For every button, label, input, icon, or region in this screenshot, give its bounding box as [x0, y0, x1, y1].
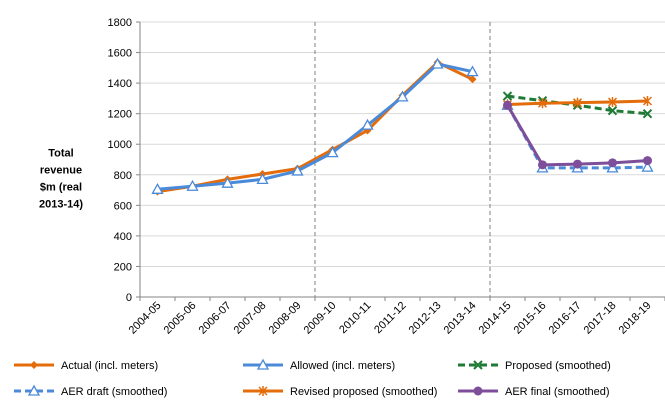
legend-marker — [258, 386, 268, 396]
data-point-marker — [361, 118, 374, 130]
series-line — [506, 104, 648, 167]
data-point-marker — [607, 97, 618, 108]
data-point-marker — [607, 105, 618, 116]
legend-item: Revised proposed (smoothed) — [243, 386, 437, 398]
data-point-marker — [641, 160, 654, 172]
legend-item: Actual (incl. meters) — [14, 360, 158, 372]
legend-item: AER final (smoothed) — [458, 386, 610, 398]
x-tick-label: 2015-16 — [512, 300, 549, 337]
data-point-marker — [643, 156, 652, 166]
data-point-marker — [431, 57, 444, 69]
x-tick-label: 2017-18 — [582, 300, 619, 337]
legend-label: Proposed (smoothed) — [505, 360, 611, 372]
y-axis-title-line: revenue — [40, 165, 82, 177]
legend-label: Actual (incl. meters) — [61, 360, 158, 372]
data-point-marker — [606, 161, 619, 173]
y-tick-label: 1800 — [108, 17, 132, 29]
y-axis-title-line: Total — [48, 148, 73, 160]
y-tick-label: 1000 — [108, 139, 132, 151]
y-tick-label: 0 — [126, 292, 132, 304]
x-tick-label: 2014-15 — [477, 300, 514, 337]
series-1 — [151, 57, 479, 194]
data-point-marker — [221, 176, 234, 188]
x-tick-label: 2012-13 — [407, 300, 444, 337]
legend-marker — [30, 361, 38, 369]
gridlines — [140, 21, 665, 267]
series-5 — [503, 100, 652, 170]
data-point-marker — [396, 90, 409, 102]
y-tick-label: 600 — [114, 200, 132, 212]
data-point-marker — [291, 164, 304, 176]
x-tick-label: 2007-08 — [232, 300, 269, 337]
x-tick-label: 2004-05 — [127, 300, 164, 337]
y-axis-title-line: $m (real — [40, 182, 82, 194]
data-point-marker — [572, 97, 583, 108]
data-point-marker — [326, 146, 339, 158]
legend-marker — [256, 358, 270, 370]
series-line — [506, 104, 648, 170]
x-tick-label: 2009-10 — [302, 300, 339, 337]
legend-item: AER draft (smoothed) — [14, 384, 167, 398]
data-point-marker — [256, 173, 269, 185]
y-tick-label: 800 — [114, 170, 132, 182]
x-tick-label: 2006-07 — [197, 300, 234, 337]
legend-marker — [473, 360, 483, 370]
axes: 0 200 400 600 800 1000 1200 1400 1600 1800 2004-05… — [108, 17, 665, 337]
data-point-marker — [537, 98, 548, 109]
legend-label: AER draft (smoothed) — [61, 386, 167, 398]
legend-label: AER final (smoothed) — [505, 386, 610, 398]
data-point-marker — [538, 160, 547, 170]
y-tick-label: 200 — [114, 261, 132, 273]
series-lines — [151, 57, 654, 196]
x-tick-label: 2011-12 — [372, 300, 408, 336]
x-tick-label: 2018-19 — [617, 300, 654, 337]
y-axis-title: Total revenue $m (real 2013-14) — [39, 148, 83, 211]
y-tick-label: 1600 — [108, 48, 132, 60]
y-tick-label: 400 — [114, 231, 132, 243]
data-point-marker — [608, 158, 617, 168]
data-point-marker — [502, 91, 513, 101]
legend-label: Revised proposed (smoothed) — [290, 386, 437, 398]
data-point-marker — [186, 179, 199, 191]
legend-label: Allowed (incl. meters) — [290, 360, 395, 372]
data-point-marker — [642, 108, 653, 119]
period-dividers — [314, 22, 491, 297]
data-point-marker — [503, 100, 512, 110]
x-tick-label: 2013-14 — [442, 300, 479, 337]
data-point-marker — [468, 75, 477, 84]
x-tick-label: 2010-11 — [337, 300, 373, 336]
data-point-marker — [151, 182, 164, 194]
y-tick-label: 1200 — [108, 109, 132, 121]
legend-item: Allowed (incl. meters) — [243, 358, 395, 372]
legend-marker — [473, 386, 483, 396]
legend-marker — [27, 384, 41, 396]
y-axis-title-line: 2013-14) — [39, 199, 83, 211]
data-point-marker — [642, 95, 653, 106]
data-point-marker — [573, 159, 582, 169]
x-tick-label: 2016-17 — [547, 300, 584, 337]
x-tick-label: 2005-06 — [162, 300, 199, 337]
legend-item: Proposed (smoothed) — [458, 360, 611, 372]
x-tick-label: 2008-09 — [267, 300, 304, 337]
data-point-marker — [466, 65, 479, 77]
legend: Actual (incl. meters) Allowed (incl. mete… — [14, 358, 611, 398]
y-tick-label: 1400 — [108, 78, 132, 90]
series-line — [157, 62, 473, 191]
series-4 — [502, 95, 653, 110]
